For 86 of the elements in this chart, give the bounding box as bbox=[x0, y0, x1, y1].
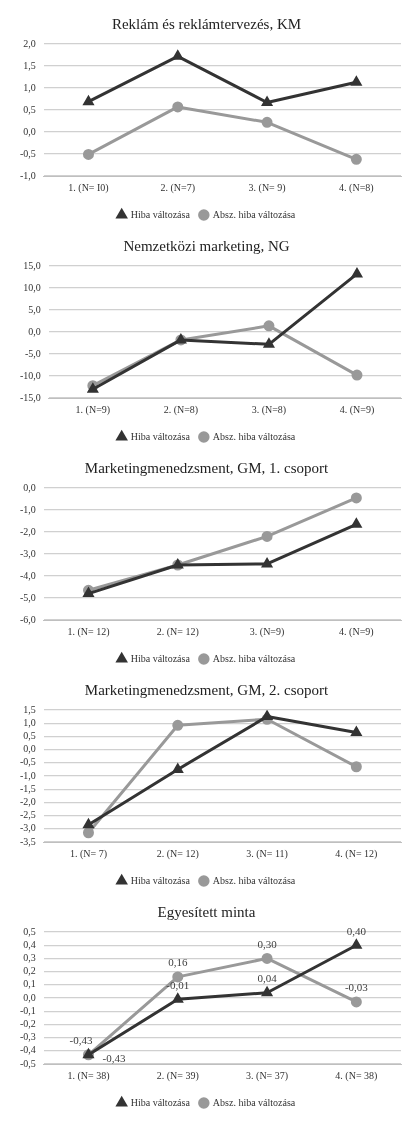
y-tick-label: 10,0 bbox=[23, 281, 41, 293]
y-tick-label: 1,0 bbox=[23, 716, 36, 728]
y-tick-label: 1,5 bbox=[23, 703, 36, 715]
x-tick-label: 2. (N=8) bbox=[163, 403, 199, 416]
x-tick-label: 3. (N= 9) bbox=[248, 181, 286, 194]
legend-label: Absz. hiba változása bbox=[212, 208, 296, 220]
y-tick-label: 0,0 bbox=[28, 325, 41, 337]
y-tick-label: -3,0 bbox=[19, 547, 36, 559]
y-tick-label: -6,0 bbox=[19, 613, 36, 625]
y-tick-label: 15,0 bbox=[23, 259, 41, 271]
y-tick-label: -0,2 bbox=[19, 1018, 36, 1030]
y-tick-label: -0,3 bbox=[19, 1031, 36, 1043]
data-label: -0,03 bbox=[344, 981, 369, 994]
x-tick-label: 2. (N=7) bbox=[160, 181, 196, 194]
x-tick-label: 1. (N= I0) bbox=[68, 181, 109, 194]
y-tick-label: 0,1 bbox=[23, 978, 36, 990]
data-label: -0,43 bbox=[102, 1051, 126, 1064]
y-tick-label: -0,5 bbox=[19, 1057, 36, 1069]
y-tick-label: -4,0 bbox=[19, 569, 36, 581]
y-tick-label: -5,0 bbox=[19, 591, 36, 603]
y-tick-label: -0,4 bbox=[19, 1044, 36, 1056]
legend-label: Hiba változása bbox=[130, 874, 191, 886]
x-tick-label: 4. (N=9) bbox=[339, 403, 375, 416]
data-label: -0,01 bbox=[166, 978, 190, 991]
legend-label: Absz. hiba változása bbox=[212, 1096, 296, 1108]
chart-title: Reklám és reklámtervezés, KM bbox=[111, 15, 302, 32]
x-tick-label: 3. (N= 11) bbox=[246, 847, 288, 860]
y-tick-label: -5,0 bbox=[24, 347, 41, 359]
data-label: 0,40 bbox=[346, 924, 367, 937]
legend-label: Absz. hiba változása bbox=[212, 430, 296, 442]
x-tick-label: 1. (N= 12) bbox=[67, 625, 110, 638]
x-tick-label: 2. (N= 12) bbox=[156, 625, 199, 638]
y-tick-label: 0,5 bbox=[23, 103, 36, 115]
y-tick-label: -0,5 bbox=[19, 147, 36, 159]
x-tick-label: 1. (N= 7) bbox=[69, 847, 107, 860]
y-tick-label: 0,3 bbox=[23, 952, 36, 964]
y-tick-label: 0,0 bbox=[23, 991, 36, 1003]
data-label: 0,16 bbox=[168, 956, 188, 969]
y-tick-label: -0,5 bbox=[19, 756, 36, 768]
x-tick-label: 4. (N=8) bbox=[339, 181, 374, 194]
chart-title: Marketingmenedzsment, GM, 1. csoport bbox=[84, 459, 329, 476]
x-tick-label: 4. (N= 38) bbox=[335, 1069, 378, 1082]
chart-title: Egyesített minta bbox=[157, 903, 256, 920]
y-tick-label: -1,5 bbox=[19, 782, 36, 794]
y-tick-label: -3,0 bbox=[19, 822, 36, 834]
y-tick-label: 0,0 bbox=[23, 125, 36, 137]
x-tick-label: 2. (N= 39) bbox=[156, 1069, 199, 1082]
y-tick-label: 0,0 bbox=[23, 481, 36, 493]
chart-title: Nemzetközi marketing, NG bbox=[123, 237, 290, 254]
y-tick-label: -1,0 bbox=[19, 769, 36, 781]
y-tick-label: 0,5 bbox=[23, 925, 36, 937]
y-tick-label: 5,0 bbox=[28, 303, 41, 315]
x-tick-label: 2. (N= 12) bbox=[156, 847, 199, 860]
x-tick-label: 3. (N= 37) bbox=[246, 1069, 289, 1082]
x-tick-label: 3. (N=9) bbox=[249, 625, 285, 638]
y-tick-label: -3,5 bbox=[19, 835, 36, 847]
legend-label: Hiba változása bbox=[130, 1096, 191, 1108]
y-tick-label: -0,1 bbox=[19, 1004, 36, 1016]
y-tick-label: -15,0 bbox=[19, 391, 41, 403]
legend-label: Absz. hiba változása bbox=[212, 874, 296, 886]
y-tick-label: -1,0 bbox=[19, 169, 36, 181]
chart-title: Marketingmenedzsment, GM, 2. csoport bbox=[84, 681, 329, 698]
y-tick-label: 0,5 bbox=[23, 730, 36, 742]
y-tick-label: 0,0 bbox=[23, 743, 36, 755]
x-tick-label: 3. (N=8) bbox=[251, 403, 287, 416]
x-tick-label: 1. (N= 38) bbox=[67, 1069, 110, 1082]
y-tick-label: -1,0 bbox=[19, 503, 36, 515]
legend-label: Hiba változása bbox=[130, 652, 191, 664]
y-tick-label: 2,0 bbox=[23, 37, 36, 49]
y-tick-label: 1,0 bbox=[23, 81, 36, 93]
y-tick-label: 0,2 bbox=[23, 965, 36, 977]
x-tick-label: 1. (N=9) bbox=[75, 403, 111, 416]
y-tick-label: 1,5 bbox=[23, 59, 36, 71]
x-tick-label: 4. (N=9) bbox=[339, 625, 374, 638]
y-tick-label: -10,0 bbox=[19, 369, 41, 381]
legend-label: Hiba változása bbox=[130, 208, 191, 220]
y-tick-label: 0,4 bbox=[23, 938, 36, 950]
data-label: 0,04 bbox=[257, 972, 278, 985]
x-tick-label: 4. (N= 12) bbox=[335, 847, 378, 860]
data-label: -0,43 bbox=[69, 1034, 93, 1047]
data-label: 0,30 bbox=[257, 937, 278, 950]
legend-label: Absz. hiba változása bbox=[212, 652, 296, 664]
y-tick-label: -2,0 bbox=[19, 796, 36, 808]
y-tick-label: -2,0 bbox=[19, 525, 36, 537]
legend-label: Hiba változása bbox=[130, 430, 191, 442]
y-tick-label: -2,5 bbox=[19, 809, 36, 821]
